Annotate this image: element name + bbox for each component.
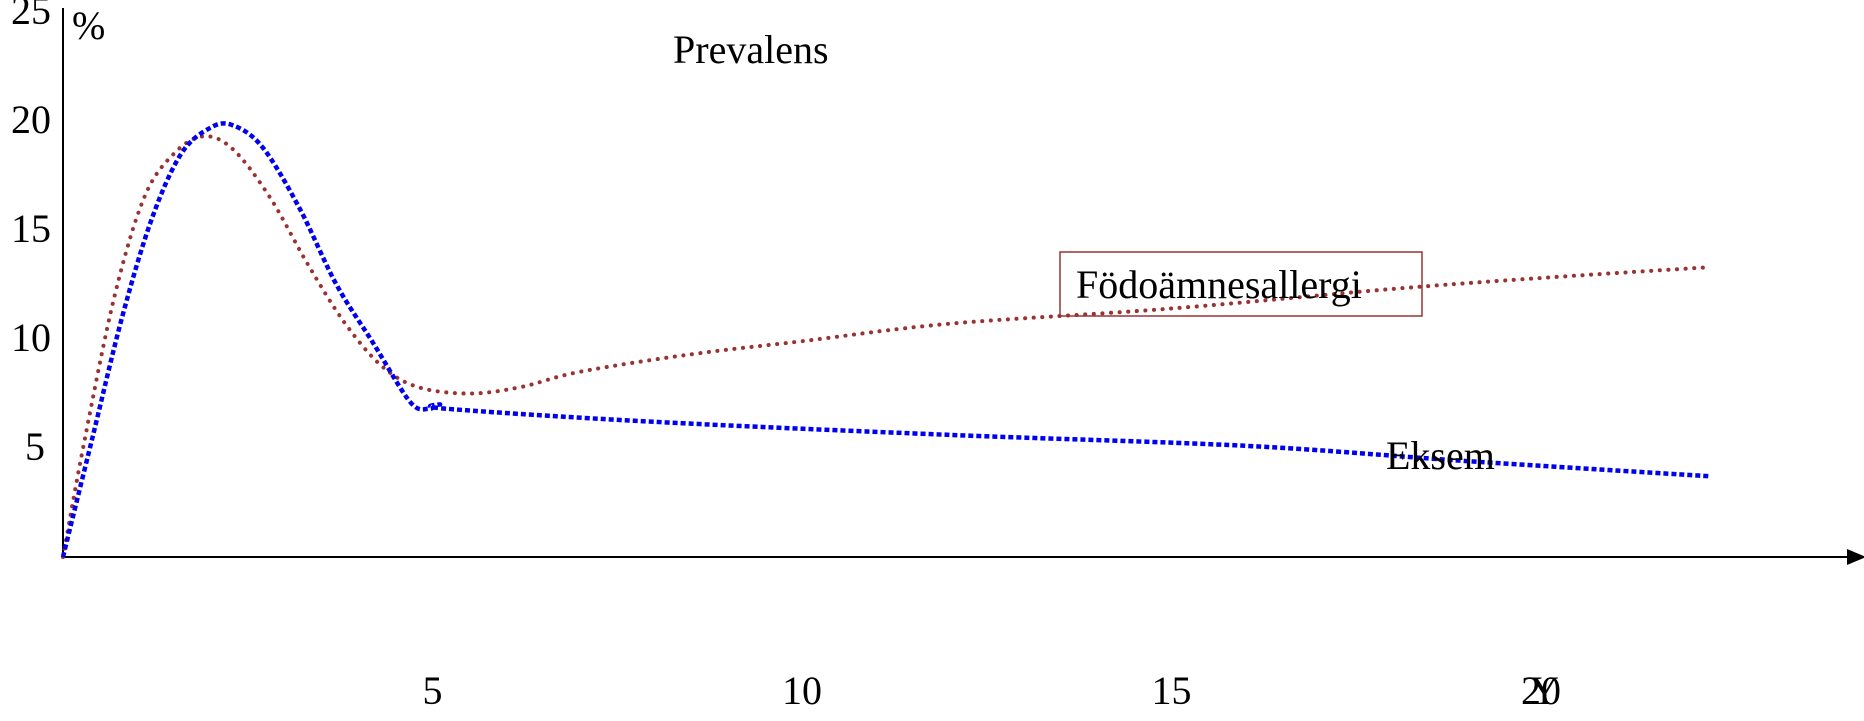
x-tick-label: 20: [1521, 668, 1561, 713]
eczema-series-line: [60, 121, 1712, 558]
x-tick-label: 5: [423, 668, 443, 713]
x-tick-label: 15: [1152, 668, 1192, 713]
y-axis-unit-label: %: [72, 3, 105, 48]
x-axis-unit-label: Y: [1530, 668, 1559, 713]
y-tick-label: 15: [11, 206, 51, 251]
eczema-series-label: Eksem: [1386, 433, 1495, 478]
x-tick-labels: 5 10 15 20: [423, 668, 1562, 713]
chart-title: Prevalens: [673, 27, 829, 72]
y-tick-label: 5: [25, 424, 45, 469]
series-lines: [60, 121, 1713, 559]
allergy-label-box: [1059, 251, 1423, 317]
y-tick-label: 20: [11, 97, 51, 142]
allergy-series-label: Födoämnesallergi: [1076, 262, 1362, 307]
y-tick-labels: 5 10 15 20 25: [11, 0, 51, 469]
allergy-series-line: [61, 134, 1713, 559]
y-tick-label: 10: [11, 315, 51, 360]
x-axis-arrowhead: [1847, 549, 1864, 565]
x-tick-label: 10: [782, 668, 822, 713]
y-tick-label: 25: [11, 0, 51, 33]
